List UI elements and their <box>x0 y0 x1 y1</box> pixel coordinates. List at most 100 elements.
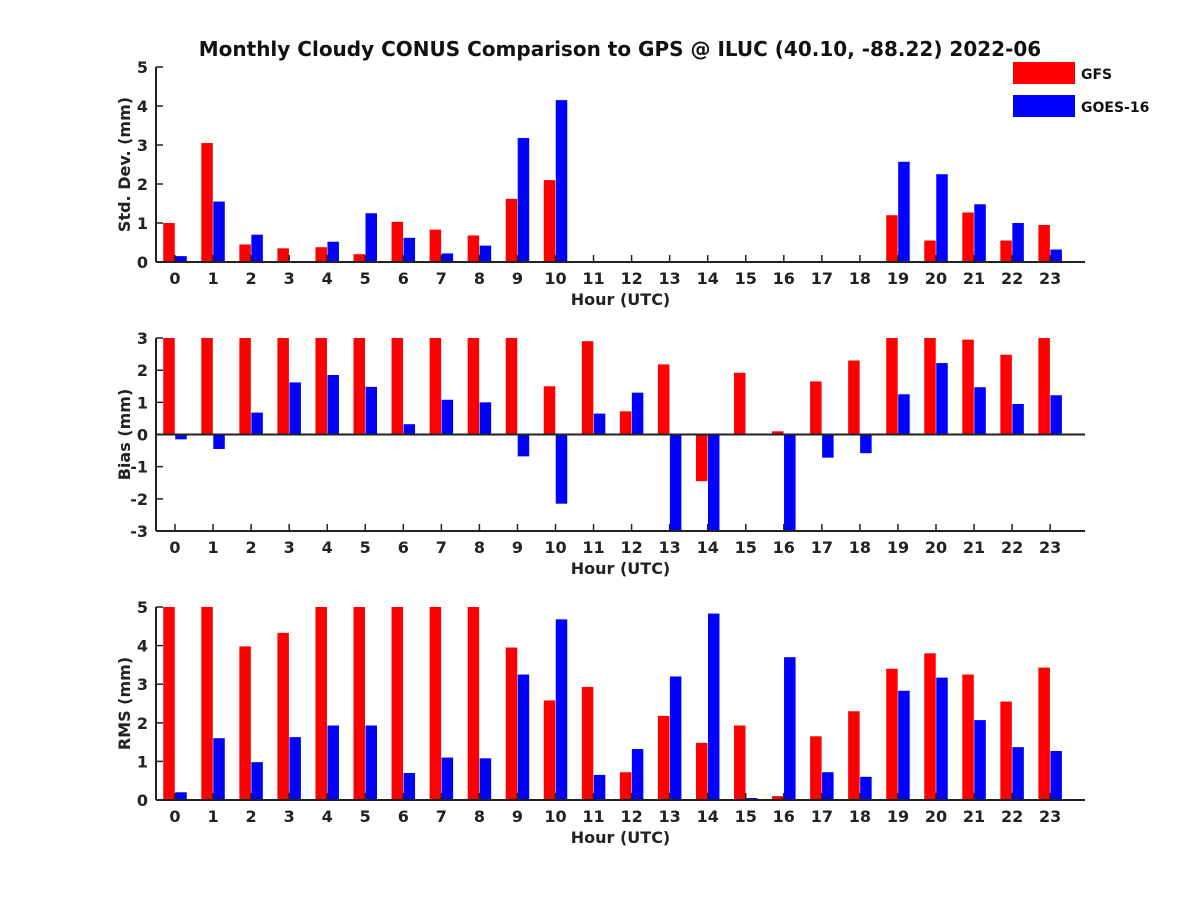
bar-gfs-2 <box>239 244 251 262</box>
bar-goes16-14 <box>707 613 720 800</box>
x-tick-label: 3 <box>284 807 295 826</box>
y-tick-label: -1 <box>130 458 148 477</box>
x-tick-label: 22 <box>1001 807 1023 826</box>
x-tick-label: 4 <box>322 807 333 826</box>
bar-goes16-4 <box>327 374 339 435</box>
x-tick-label: 1 <box>207 269 218 288</box>
y-tick-label: 2 <box>137 714 148 733</box>
bar-gfs-5 <box>353 254 365 262</box>
x-tick-label: 9 <box>512 538 523 557</box>
y-tick-label: -3 <box>130 522 148 541</box>
bar-gfs-0 <box>163 338 175 435</box>
bar-gfs-2 <box>239 338 251 435</box>
x-tick-label: 7 <box>436 269 447 288</box>
y-tick-label: -2 <box>130 490 148 509</box>
bar-goes16-6 <box>403 237 416 262</box>
x-tick-label: 13 <box>659 269 681 288</box>
x-tick-label: 1 <box>207 807 218 826</box>
x-tick-label: 7 <box>436 538 447 557</box>
bar-gfs-5 <box>353 338 365 435</box>
x-tick-label: 3 <box>284 269 295 288</box>
x-tick-label: 8 <box>474 807 485 826</box>
bar-gfs-11 <box>581 341 594 435</box>
bar-gfs-14 <box>695 434 708 482</box>
x-tick-label: 23 <box>1039 269 1061 288</box>
x-tick-label: 15 <box>735 807 757 826</box>
bar-gfs-12 <box>619 411 632 435</box>
bar-goes16-5 <box>365 725 377 800</box>
bar-gfs-7 <box>429 607 442 800</box>
bar-gfs-1 <box>201 607 213 800</box>
x-tick-label: 20 <box>925 269 947 288</box>
y-tick-label: 4 <box>137 97 148 116</box>
bar-gfs-1 <box>201 143 213 262</box>
bar-gfs-17 <box>810 381 822 435</box>
bar-gfs-3 <box>277 632 289 800</box>
bar-goes16-10 <box>555 434 568 504</box>
x-tick-label: 2 <box>246 269 257 288</box>
bar-goes16-20 <box>936 363 948 435</box>
x-tick-label: 1 <box>207 538 218 557</box>
x-tick-label: 22 <box>1001 538 1023 557</box>
x-tick-label: 16 <box>773 807 795 826</box>
x-tick-label: 9 <box>512 807 523 826</box>
bar-goes16-8 <box>479 245 492 262</box>
bar-goes16-3 <box>289 382 301 435</box>
bar-goes16-6 <box>403 772 416 800</box>
bar-goes16-0 <box>175 792 187 800</box>
bar-gfs-10 <box>543 180 556 262</box>
bar-goes16-1 <box>213 434 225 449</box>
y-tick-label: 3 <box>137 136 148 155</box>
x-tick-label: 17 <box>811 807 833 826</box>
y-axis-label: Std. Dev. (mm) <box>115 97 134 232</box>
bar-gfs-22 <box>1000 701 1012 800</box>
x-tick-label: 16 <box>773 269 795 288</box>
bar-gfs-21 <box>962 212 974 262</box>
bar-goes16-22 <box>1012 403 1024 435</box>
bar-goes16-8 <box>479 402 492 435</box>
x-tick-label: 17 <box>811 269 833 288</box>
x-tick-label: 16 <box>773 538 795 557</box>
x-tick-label: 9 <box>512 269 523 288</box>
bar-goes16-1 <box>213 738 225 800</box>
x-tick-label: 7 <box>436 807 447 826</box>
bar-gfs-22 <box>1000 354 1012 435</box>
bar-gfs-1 <box>201 338 213 435</box>
bar-goes16-0 <box>175 434 187 440</box>
x-tick-label: 14 <box>697 538 719 557</box>
bar-goes16-12 <box>631 749 644 800</box>
x-tick-label: 23 <box>1039 807 1061 826</box>
x-tick-label: 12 <box>620 538 642 557</box>
bar-goes16-18 <box>860 434 872 454</box>
x-tick-label: 0 <box>169 269 180 288</box>
legend: GFS GOES-16 <box>1013 62 1149 117</box>
bar-gfs-2 <box>239 646 251 800</box>
bar-gfs-10 <box>543 386 556 435</box>
x-tick-label: 13 <box>659 807 681 826</box>
bar-gfs-3 <box>277 248 289 262</box>
bar-goes16-21 <box>974 720 986 800</box>
x-tick-label: 11 <box>582 269 604 288</box>
bar-goes16-18 <box>860 776 872 800</box>
bar-goes16-5 <box>365 386 377 435</box>
bar-goes16-6 <box>403 424 416 435</box>
bar-gfs-19 <box>886 338 898 435</box>
x-tick-label: 21 <box>963 269 985 288</box>
bar-goes16-7 <box>441 757 454 800</box>
bar-gfs-21 <box>962 339 974 435</box>
bar-gfs-6 <box>391 607 404 800</box>
x-tick-label: 21 <box>963 538 985 557</box>
y-tick-label: 1 <box>137 214 148 233</box>
bar-goes16-9 <box>517 137 530 262</box>
x-tick-label: 11 <box>582 807 604 826</box>
bar-goes16-23 <box>1050 395 1062 435</box>
y-tick-label: 1 <box>137 393 148 412</box>
bar-goes16-11 <box>593 774 606 800</box>
bar-gfs-21 <box>962 674 974 800</box>
chart-title: Monthly Cloudy CONUS Comparison to GPS @… <box>199 37 1041 61</box>
bar-gfs-6 <box>391 338 404 435</box>
